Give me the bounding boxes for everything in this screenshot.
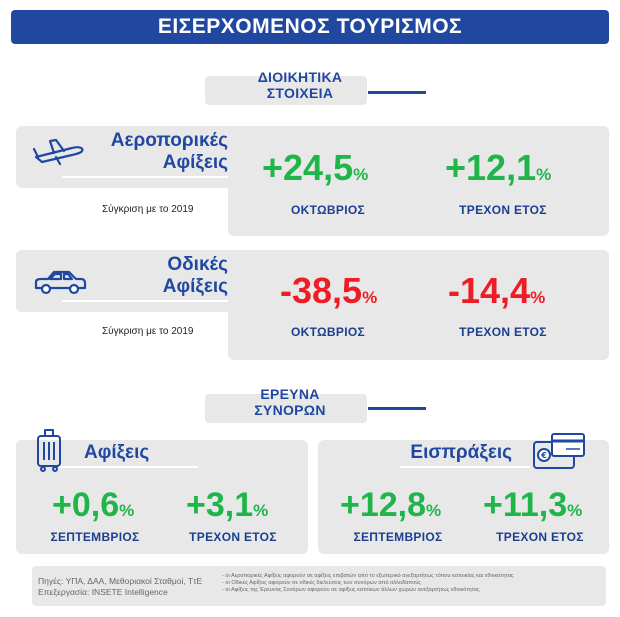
receipts-ytd-label: ΤΡΕΧΟΝ ΕΤΟΣ (496, 530, 584, 544)
wallet-card-icon: € (533, 433, 585, 469)
road-card-title: Οδικές Αφίξεις (162, 254, 228, 297)
arrivals-ytd-label: ΤΡΕΧΟΝ ΕΤΟΣ (189, 530, 277, 544)
receipts-ytd-value: +11,3% (483, 486, 583, 524)
arrivals-card (16, 440, 308, 554)
admin-section-title: ΔΙΟΙΚΗΤΙΚΑ ΣΤΟΙΧΕΙΑ (257, 69, 343, 101)
air-month-value: +24,5% (262, 147, 369, 188)
air-divider (62, 176, 228, 178)
arrivals-card-title: Αφίξεις (84, 442, 150, 463)
receipts-divider (400, 466, 530, 468)
air-compare-note: Σύγκριση με το 2019 (102, 204, 194, 215)
arrivals-ytd-value: +3,1% (186, 486, 269, 524)
svg-text:€: € (540, 451, 547, 460)
air-card-values (228, 126, 609, 236)
road-divider (62, 300, 228, 302)
road-card-values (228, 250, 609, 360)
footer-sources: Πηγές: ΥΠΑ, ΔΑΑ, Μεθοριακοί Σταθμοί, ΤτΕ… (38, 576, 203, 597)
air-ytd-value: +12,1% (445, 147, 552, 188)
receipts-card-title: Εισπράξεις (410, 442, 512, 463)
road-compare-note: Σύγκριση με το 2019 (102, 326, 194, 337)
car-icon (34, 270, 87, 295)
border-section-title: ΕΡΕΥΝΑ ΣΥΝΟΡΩΝ (254, 386, 326, 418)
footer-notes: - οι Αεροπορικές Αφίξεις αφορούν σε αφίξ… (222, 573, 514, 593)
road-month-value: -38,5% (280, 270, 378, 311)
receipts-month-label: ΣΕΠΤΕΜΒΡΙΟΣ (353, 530, 443, 544)
air-ytd-label: ΤΡΕΧΟΝ ΕΤΟΣ (459, 203, 547, 217)
title-banner: ΕΙΣΕΡΧΟΜΕΝΟΣ ΤΟΥΡΙΣΜΟΣ (11, 10, 609, 44)
arrivals-month-label: ΣΕΠΤΕΜΒΡΙΟΣ (50, 530, 140, 544)
air-card-title: Αεροπορικές Αφίξεις (110, 130, 228, 173)
air-month-label: ΟΚΤΩΒΡΙΟΣ (291, 203, 365, 217)
border-section-tab (205, 394, 367, 423)
admin-section-tab (205, 76, 367, 105)
luggage-icon (37, 429, 61, 472)
arrivals-month-value: +0,6% (52, 486, 135, 524)
road-month-label: ΟΚΤΩΒΡΙΟΣ (291, 325, 365, 339)
border-section-underline (368, 407, 426, 410)
page-title: ΕΙΣΕΡΧΟΜΕΝΟΣ ΤΟΥΡΙΣΜΟΣ (157, 15, 463, 38)
footer-panel (32, 566, 606, 606)
arrivals-divider (58, 466, 198, 468)
admin-section-underline (368, 91, 426, 94)
airplane-icon (32, 138, 84, 166)
receipts-month-value: +12,8% (340, 486, 442, 524)
road-ytd-label: ΤΡΕΧΟΝ ΕΤΟΣ (459, 325, 547, 339)
road-ytd-value: -14,4% (448, 270, 546, 311)
